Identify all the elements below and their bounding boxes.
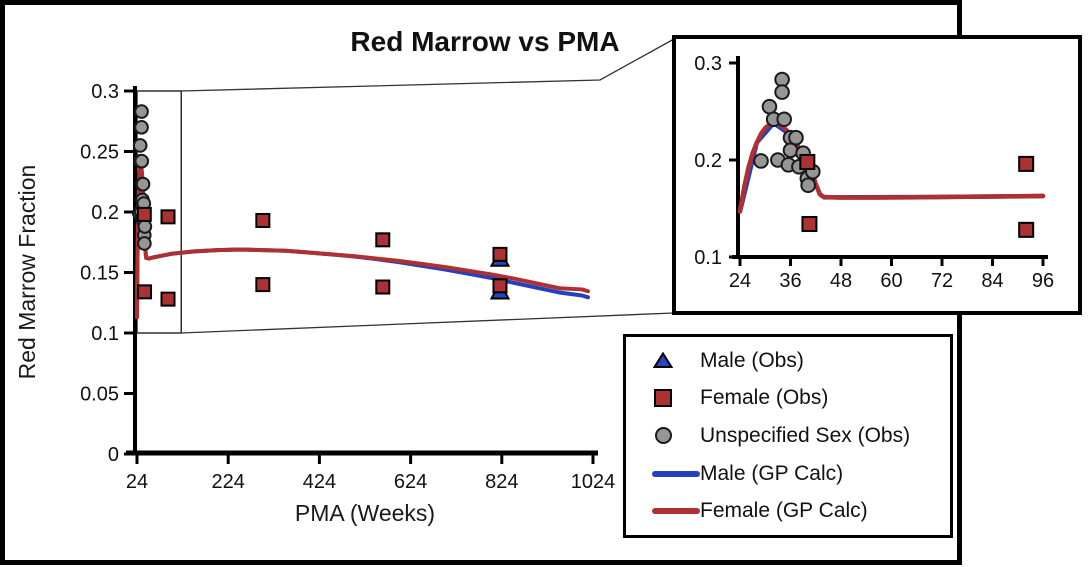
legend-item-male-curve: Male (GP Calc) xyxy=(626,456,950,492)
x-tick-label: 1024 xyxy=(571,471,616,493)
unspecified-obs-circle-icon xyxy=(626,427,700,445)
x-tick-label: 60 xyxy=(880,270,902,292)
legend-item-unspecified-obs: Unspecified Sex (Obs) xyxy=(626,418,950,454)
y-tick-label: 0.25 xyxy=(80,142,119,164)
x-tick-label: 84 xyxy=(981,270,1003,292)
female-obs-square-icon xyxy=(626,389,700,408)
x-tick-label: 36 xyxy=(779,270,801,292)
series-female-obs- xyxy=(799,153,1035,238)
chart-title: Red Marrow vs PMA xyxy=(350,26,620,57)
y-tick-label: 0.1 xyxy=(694,247,722,269)
legend-item-male-obs: Male (Obs) xyxy=(626,343,950,379)
series-female-obs- xyxy=(136,206,508,307)
y-tick-label: 0.3 xyxy=(91,81,119,103)
inset-zoom-panel xyxy=(672,35,1082,315)
x-tick-label: 96 xyxy=(1032,270,1054,292)
y-tick-label: 0 xyxy=(108,444,119,466)
axes xyxy=(729,56,1048,266)
x-tick-label: 224 xyxy=(212,471,245,493)
inset-connector-line xyxy=(180,38,675,92)
y-tick-label: 0.1 xyxy=(91,323,119,345)
series-unspecified-sex-obs- xyxy=(753,71,821,194)
legend-label: Male (Obs) xyxy=(700,348,804,372)
x-tick-label: 624 xyxy=(394,471,427,493)
legend-label: Female (Obs) xyxy=(700,386,829,410)
y-tick-label: 0.15 xyxy=(80,263,119,285)
male-curve-line-icon xyxy=(626,470,700,477)
y-tick-label: 0.05 xyxy=(80,384,119,406)
x-tick-label: 72 xyxy=(931,270,953,292)
x-tick-label: 824 xyxy=(485,471,518,493)
legend-label: Unspecified Sex (Obs) xyxy=(700,423,911,447)
x-tick-label: 24 xyxy=(126,471,148,493)
series-female-gp-calc- xyxy=(135,164,590,320)
y-tick-label: 0.2 xyxy=(91,202,119,224)
male-obs-triangle-icon xyxy=(626,352,700,369)
legend-label: Male (GP Calc) xyxy=(700,461,844,485)
x-axis-label: PMA (Weeks) xyxy=(294,500,436,526)
legend-item-female-obs: Female (Obs) xyxy=(626,380,950,416)
y-tick-label: 0.2 xyxy=(694,150,722,172)
x-tick-label: 424 xyxy=(303,471,336,493)
x-tick-label: 24 xyxy=(729,270,751,292)
inset-connector-line xyxy=(180,312,675,334)
female-curve-line-icon xyxy=(626,508,700,515)
legend-item-female-curve: Female (GP Calc) xyxy=(626,493,950,529)
legend: Male (Obs) Female (Obs) Unspecified Sex … xyxy=(623,334,953,538)
y-tick-label: 0.3 xyxy=(694,53,722,75)
tick-labels: 24 36 48 60 72 84 96 0.1 0.2 0.3 xyxy=(694,53,1054,292)
legend-label: Female (GP Calc) xyxy=(700,499,868,523)
tick-labels: 24 224 424 624 824 1024 0 0.05 0.1 0.15 0.2 0.25 0.3 xyxy=(80,81,615,493)
x-tick-label: 48 xyxy=(830,270,852,292)
